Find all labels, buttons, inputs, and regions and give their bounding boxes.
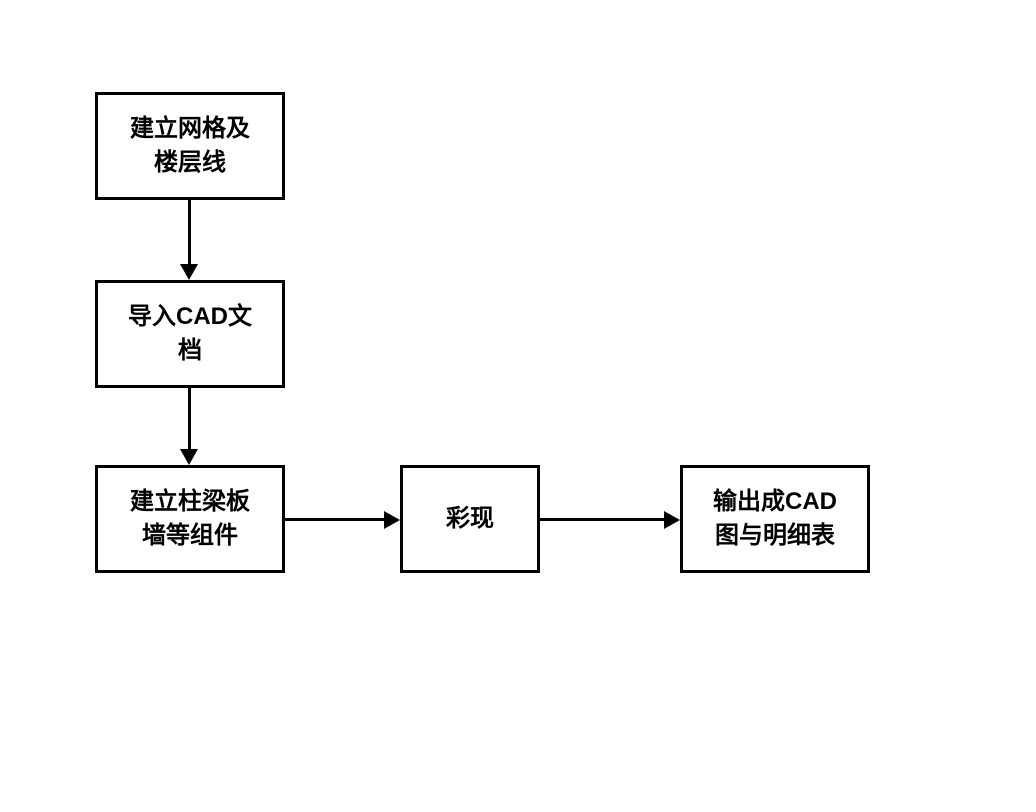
arrow-line (285, 518, 384, 521)
flowchart-node-import-cad: 导入CAD文 档 (95, 280, 285, 388)
arrow-line (540, 518, 664, 521)
arrow-line (188, 388, 191, 449)
arrowhead-down-icon (180, 264, 198, 280)
flowchart-node-output: 输出成CAD 图与明细表 (680, 465, 870, 573)
node-label: 建立柱梁板 墙等组件 (130, 485, 250, 552)
node-label: 输出成CAD 图与明细表 (713, 485, 837, 552)
node-label: 导入CAD文 档 (128, 300, 252, 367)
flowchart-container: 建立网格及 楼层线 导入CAD文 档 建立柱梁板 墙等组件 彩现 输出成CAD … (0, 0, 1036, 812)
arrowhead-right-icon (384, 511, 400, 529)
arrow-line (188, 200, 191, 264)
flowchart-node-grid: 建立网格及 楼层线 (95, 92, 285, 200)
node-label: 建立网格及 楼层线 (130, 112, 250, 179)
node-label: 彩现 (446, 502, 494, 536)
flowchart-node-render: 彩现 (400, 465, 540, 573)
arrowhead-right-icon (664, 511, 680, 529)
arrowhead-down-icon (180, 449, 198, 465)
flowchart-node-components: 建立柱梁板 墙等组件 (95, 465, 285, 573)
